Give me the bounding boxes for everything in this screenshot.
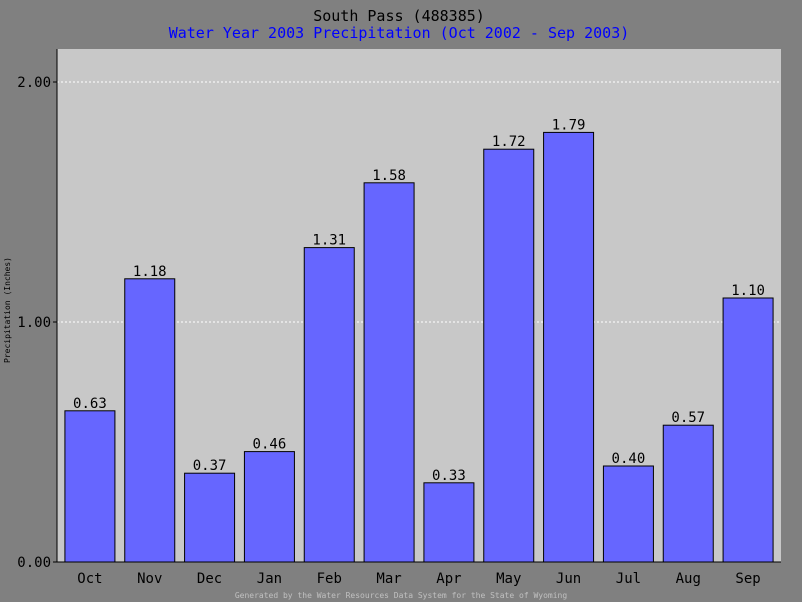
bar-value-label: 1.79 xyxy=(552,117,586,133)
bar-value-label: 0.46 xyxy=(253,437,287,453)
bar-may xyxy=(483,148,535,563)
bar-value-label: 1.58 xyxy=(372,168,406,184)
chart-subtitle: Water Year 2003 Precipitation (Oct 2002 … xyxy=(169,24,630,42)
x-tick-label: Dec xyxy=(197,571,222,587)
x-tick-label: Oct xyxy=(77,571,102,587)
bar-value-label: 1.18 xyxy=(133,264,167,280)
bar-jan xyxy=(243,451,295,563)
x-tick-label: Sep xyxy=(735,571,760,587)
bar-aug xyxy=(662,424,714,563)
grid-lines xyxy=(53,81,781,563)
bar-feb xyxy=(303,247,355,563)
bar-value-label: 0.33 xyxy=(432,468,466,484)
y-tick-label: 1.00 xyxy=(17,315,51,331)
bar-oct xyxy=(64,410,116,563)
bar-value-label: 1.72 xyxy=(492,134,526,150)
bar-apr xyxy=(423,482,475,563)
x-tick-label: May xyxy=(496,571,521,587)
bar-value-label: 0.40 xyxy=(612,451,646,467)
labels: 0.00 1.00 2.00 0.63 Oct 1.18 Nov 0.37 Dec 0.46 Jan… xyxy=(17,75,765,587)
axes xyxy=(56,49,781,563)
bar-value-label: 0.37 xyxy=(193,458,227,474)
x-tick-label: Feb xyxy=(317,571,342,587)
y-tick-label: 0.00 xyxy=(17,555,51,571)
bar-mar xyxy=(363,182,415,563)
bar-value-label: 0.63 xyxy=(73,396,107,412)
footer-note: Generated by the Water Resources Data Sy… xyxy=(235,591,568,600)
bar-nov xyxy=(124,278,176,563)
bar-value-label: 1.31 xyxy=(312,233,346,249)
x-tick-label: Apr xyxy=(436,571,461,587)
bar-dec xyxy=(184,472,236,563)
bar-jul xyxy=(602,465,654,563)
bar-value-label: 1.10 xyxy=(731,283,765,299)
x-tick-label: Jan xyxy=(257,571,282,587)
bar-jun xyxy=(543,131,595,563)
bars xyxy=(64,131,774,563)
y-axis-label: Precipitation (Inches) xyxy=(3,257,12,363)
x-tick-label: Jul xyxy=(616,571,641,587)
y-tick-label: 2.00 xyxy=(17,75,51,91)
x-tick-label: Aug xyxy=(676,571,701,587)
x-tick-label: Jun xyxy=(556,571,581,587)
x-tick-label: Nov xyxy=(137,571,162,587)
x-tick-label: Mar xyxy=(376,571,401,587)
bar-value-label: 0.57 xyxy=(671,410,705,426)
plot-area xyxy=(57,49,781,562)
chart-title: South Pass (488385) xyxy=(313,7,485,25)
bar-sep xyxy=(722,297,774,563)
